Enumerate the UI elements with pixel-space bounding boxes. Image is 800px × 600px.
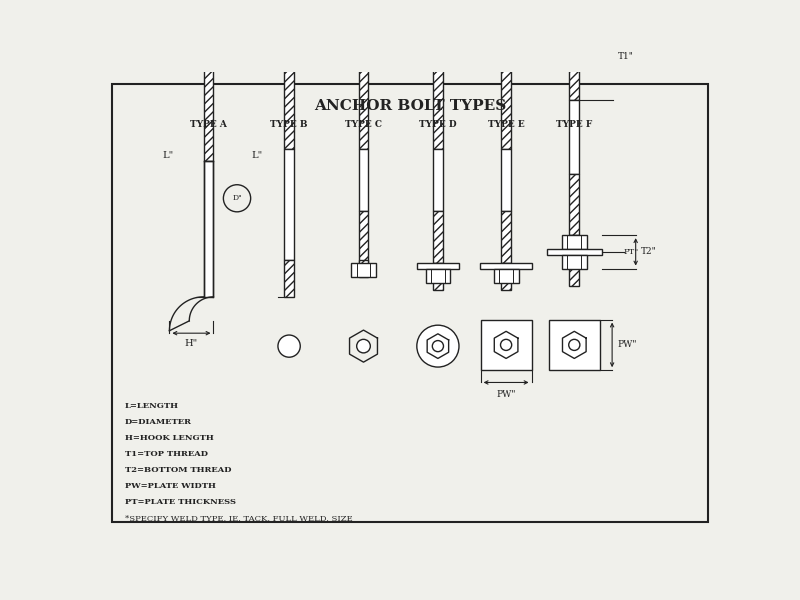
Text: TYPE F: TYPE F <box>556 120 593 129</box>
Bar <box>433 149 443 211</box>
Text: PW": PW" <box>496 390 516 399</box>
Circle shape <box>432 341 443 352</box>
Bar <box>433 13 443 149</box>
Circle shape <box>278 335 300 357</box>
Text: PT=PLATE THICKNESS: PT=PLATE THICKNESS <box>125 497 236 506</box>
Text: TYPE B: TYPE B <box>270 120 308 129</box>
Bar <box>417 263 459 269</box>
Text: D": D" <box>232 194 242 202</box>
Text: TYPE E: TYPE E <box>488 120 525 129</box>
Text: D=DIAMETER: D=DIAMETER <box>125 418 192 425</box>
Text: *SPECIFY WELD TYPE, IE, TACK, FULL WELD, SIZE: *SPECIFY WELD TYPE, IE, TACK, FULL WELD,… <box>125 514 353 521</box>
Text: T2": T2" <box>641 247 656 256</box>
Text: H": H" <box>185 340 198 349</box>
Bar <box>358 211 369 263</box>
Bar <box>284 13 294 149</box>
Text: T2=BOTTOM THREAD: T2=BOTTOM THREAD <box>125 466 231 473</box>
Circle shape <box>223 185 250 212</box>
Bar <box>494 269 518 283</box>
Bar <box>481 320 531 370</box>
Text: TYPE C: TYPE C <box>345 120 382 129</box>
Text: PT": PT" <box>624 248 639 256</box>
Bar <box>358 149 369 211</box>
Bar <box>570 13 579 100</box>
Bar <box>480 263 533 269</box>
Bar <box>547 249 602 255</box>
Text: H=HOOK LENGTH: H=HOOK LENGTH <box>125 434 214 442</box>
Text: L=LENGTH: L=LENGTH <box>125 401 179 410</box>
Bar <box>203 13 214 161</box>
Bar <box>562 255 586 269</box>
Circle shape <box>417 325 459 367</box>
Circle shape <box>501 340 512 350</box>
Bar <box>501 263 511 290</box>
Text: PW=PLATE WIDTH: PW=PLATE WIDTH <box>125 482 216 490</box>
Text: T1": T1" <box>618 52 634 61</box>
Circle shape <box>357 340 370 353</box>
Bar <box>203 161 214 297</box>
Bar <box>501 149 511 211</box>
Bar <box>284 260 294 297</box>
Bar <box>284 149 294 260</box>
Text: L": L" <box>162 151 174 160</box>
Circle shape <box>569 340 580 350</box>
Bar <box>501 211 511 263</box>
Text: TYPE D: TYPE D <box>419 120 457 129</box>
Bar <box>351 263 376 277</box>
Bar <box>433 211 443 263</box>
Bar <box>358 260 369 277</box>
Text: PW": PW" <box>617 340 637 349</box>
Text: ANCHOR BOLT TYPES: ANCHOR BOLT TYPES <box>314 99 506 113</box>
Text: T1=TOP THREAD: T1=TOP THREAD <box>125 449 208 458</box>
Bar <box>358 13 369 149</box>
Bar <box>562 235 586 249</box>
Text: TYPE A: TYPE A <box>190 120 227 129</box>
Bar <box>549 320 600 370</box>
Bar <box>570 173 579 235</box>
Bar <box>501 13 511 149</box>
Bar <box>570 100 579 173</box>
Bar <box>433 263 443 290</box>
Text: L": L" <box>251 151 262 160</box>
Bar <box>570 235 579 286</box>
Bar <box>426 269 450 283</box>
